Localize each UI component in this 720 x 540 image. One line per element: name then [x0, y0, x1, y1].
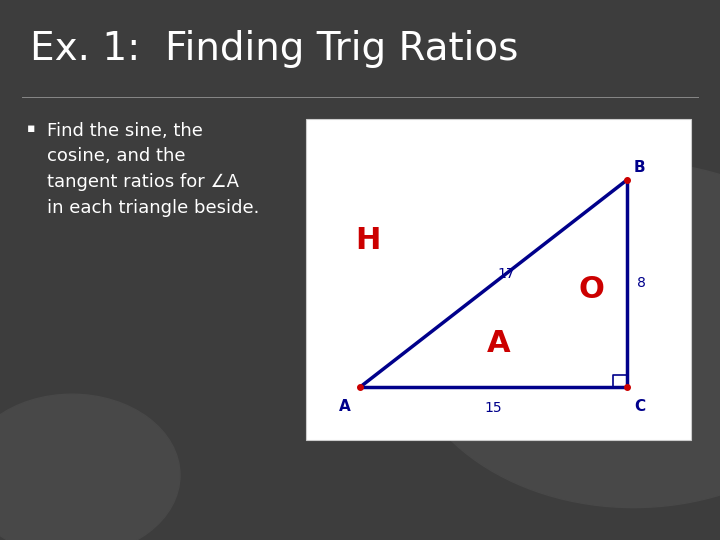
Text: A: A	[339, 399, 351, 414]
Text: O: O	[578, 274, 604, 303]
Text: 8: 8	[636, 276, 646, 291]
Circle shape	[403, 162, 720, 508]
Text: C: C	[634, 399, 646, 414]
Bar	[306, 119, 691, 440]
Text: Find the sine, the
cosine, and the
tangent ratios for ∠A
in each triangle beside: Find the sine, the cosine, and the tange…	[47, 122, 259, 217]
Text: H: H	[355, 226, 380, 255]
Text: Ex. 1:  Finding Trig Ratios: Ex. 1: Finding Trig Ratios	[30, 30, 518, 68]
Text: B: B	[633, 160, 645, 176]
Text: 15: 15	[485, 401, 503, 415]
Text: A: A	[487, 329, 510, 358]
Text: ▪: ▪	[27, 122, 36, 134]
Text: 17: 17	[497, 267, 515, 281]
Circle shape	[0, 394, 180, 540]
